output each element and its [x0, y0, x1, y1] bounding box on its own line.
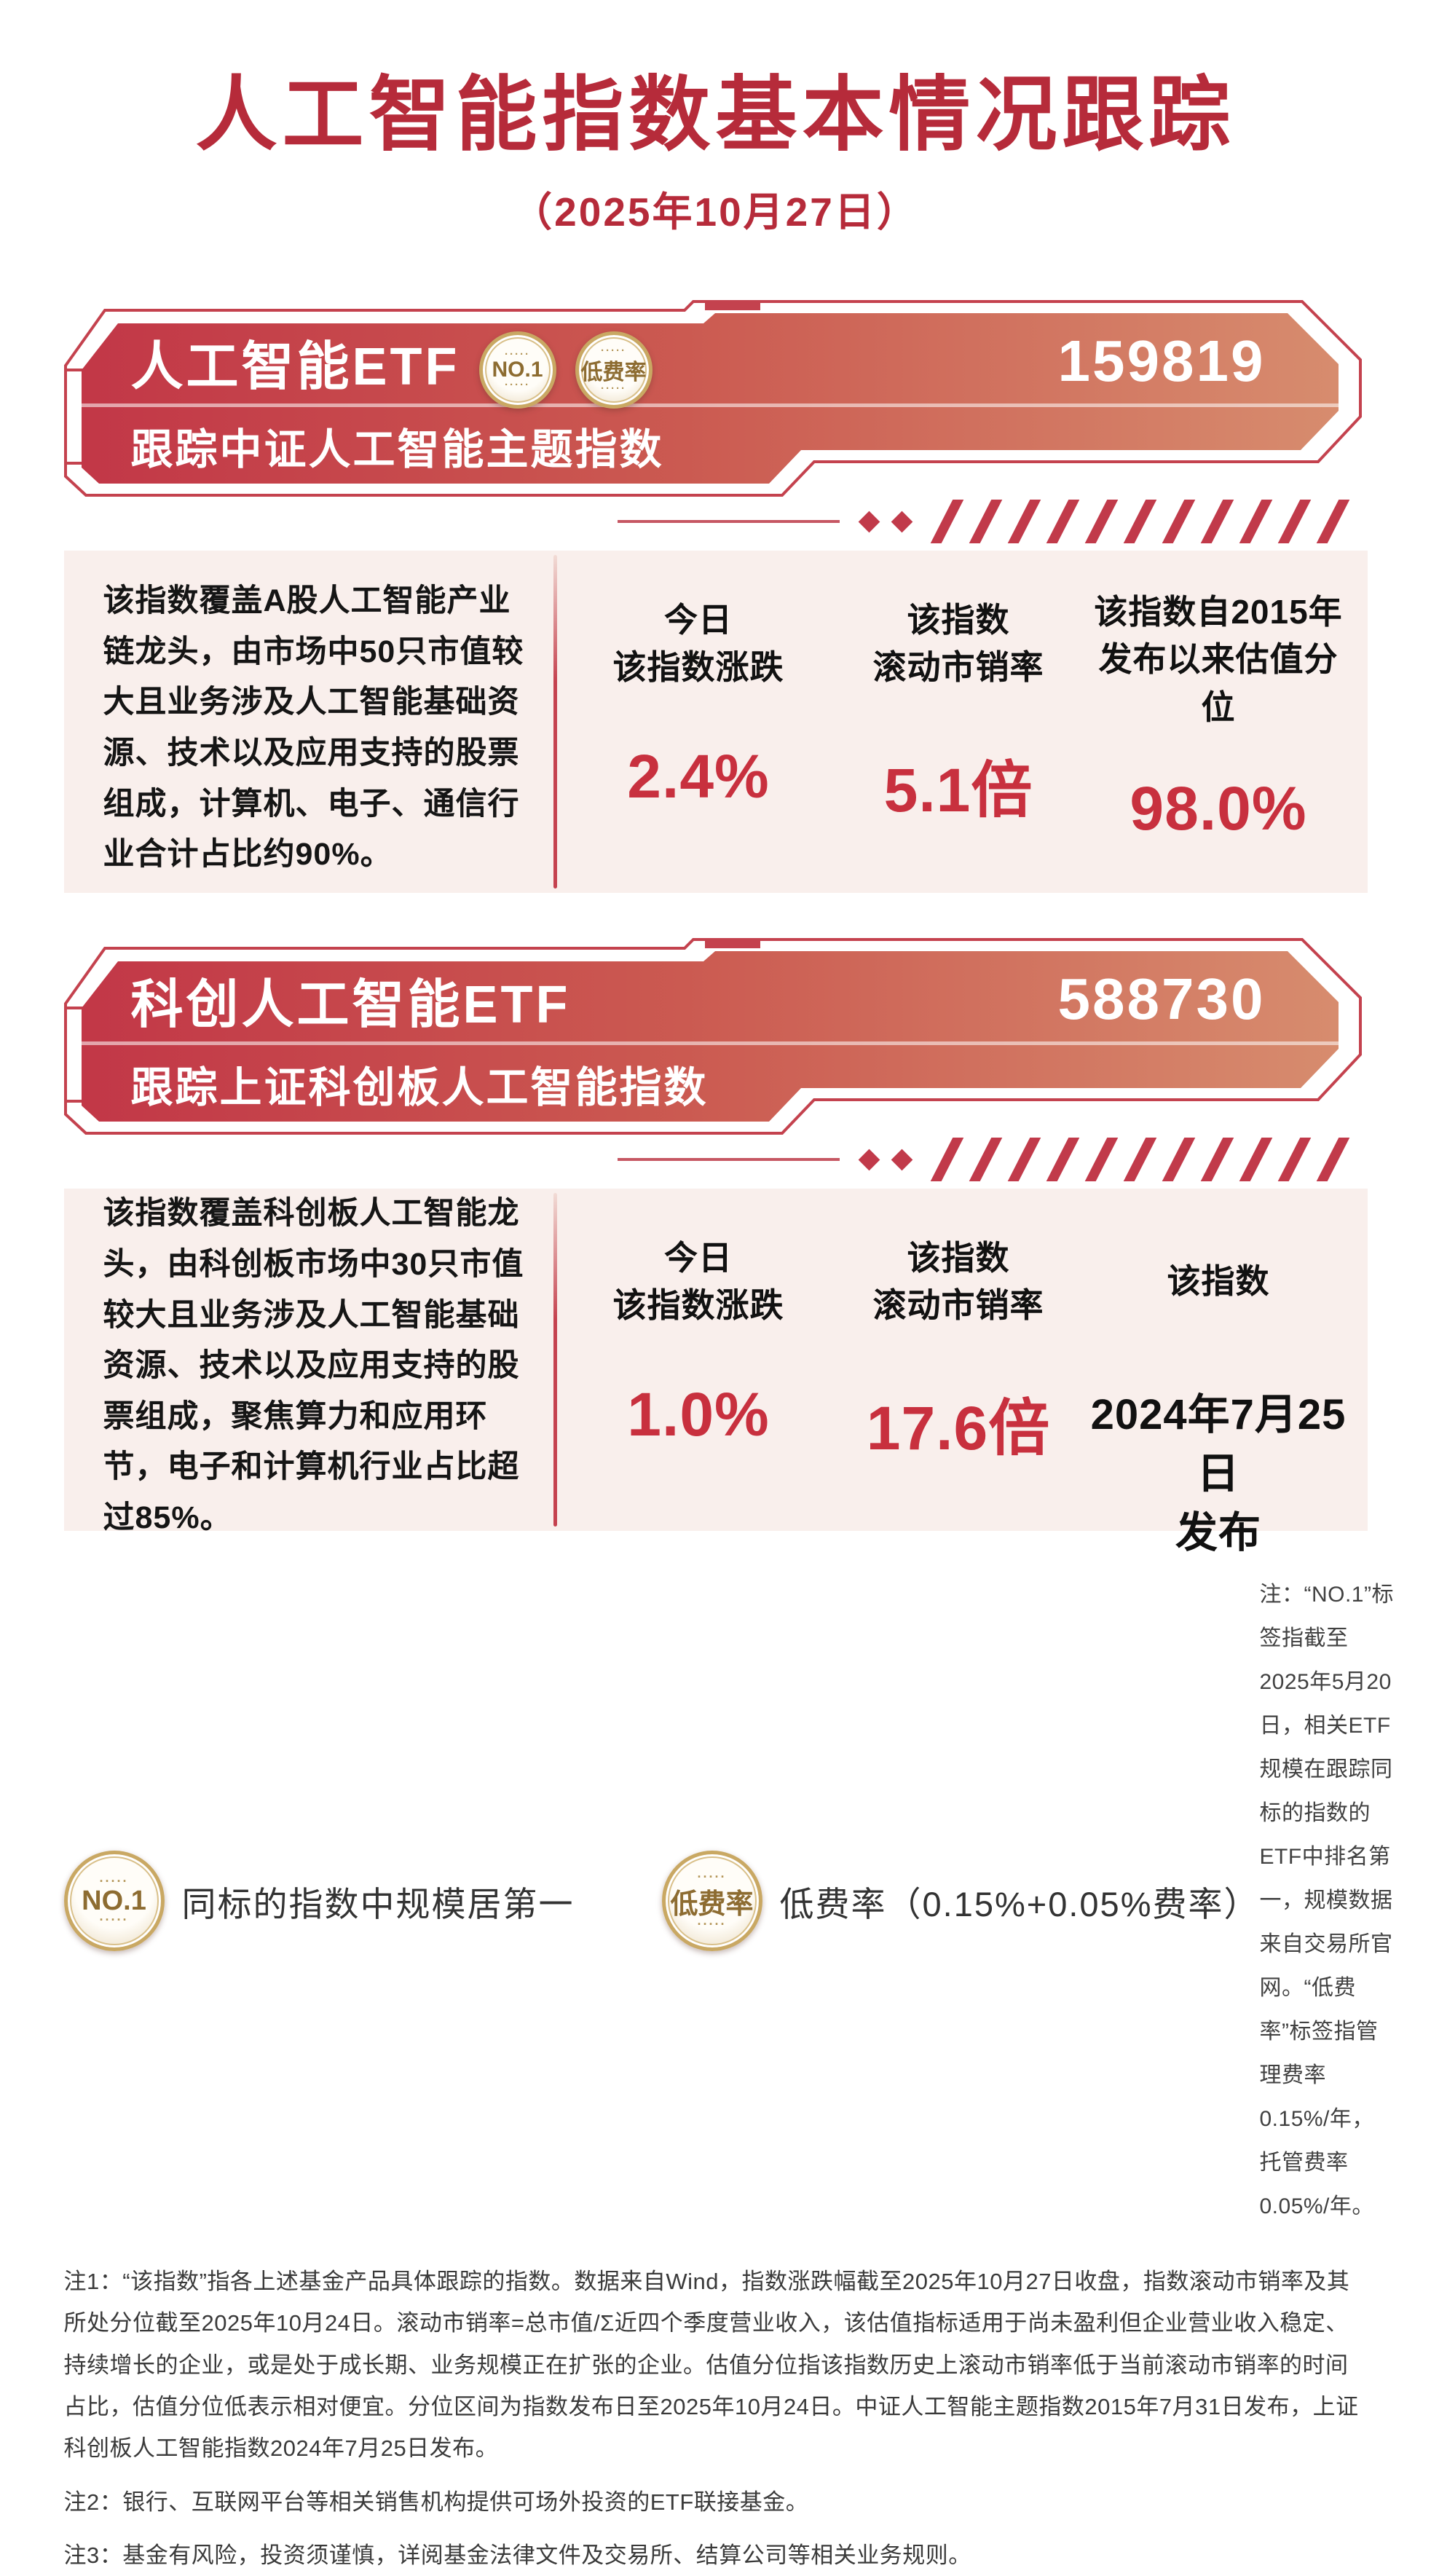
- etf-banner-159819: 人工智能ETF NO.1 低费率 159819 跟踪中证人工智能主题指数: [63, 300, 1368, 545]
- page-title: 人工智能指数基本情况跟踪: [195, 69, 1236, 160]
- stat-col: 今日 该指数涨跌 1.0%: [569, 1226, 829, 1563]
- stat-label: 该指数自2015年 发布以来估值分位: [1094, 593, 1343, 726]
- top-notch-dash: [704, 300, 760, 310]
- banner-body: [81, 313, 1339, 484]
- footnotes: 注1：“该指数”指各上述基金产品具体跟踪的指数。数据来自Wind，指数涨跌幅截至…: [64, 2261, 1368, 2576]
- stat-label: 该指数 滚动市销率: [872, 600, 1044, 686]
- etf-name: 科创人工智能ETF: [130, 975, 571, 1034]
- diamond-decoration: [858, 511, 880, 532]
- stat-col: 该指数 滚动市销率 5.1倍: [829, 588, 1089, 871]
- banner-shape-graphic: [63, 300, 1362, 497]
- vertical-divider: [553, 1193, 557, 1527]
- stat-col: 今日 该指数涨跌 2.4%: [569, 588, 829, 871]
- no1-badge-text: NO.1: [82, 1885, 146, 1916]
- etf-banner-588730: 科创人工智能ETF 588730 跟踪上证科创板人工智能指数: [63, 938, 1368, 1183]
- banner-shape-graphic: [63, 938, 1362, 1135]
- thin-line-decoration: [617, 520, 840, 523]
- stats-columns: 今日 该指数涨跌 2.4% 该指数 滚动市销率 5.1倍 该指数自2015年 发…: [557, 551, 1368, 893]
- footnote-3: 注3：基金有风险，投资须谨慎，详阅基金法律文件及交易所、结算公司等相关业务规则。: [63, 2542, 971, 2569]
- banner-outline-frame: [63, 938, 1362, 1135]
- slash-stripes-decoration: [930, 500, 1349, 543]
- etf-tracking-index: 跟踪上证科创板人工智能指数: [130, 1064, 709, 1111]
- stat-value: 17.6倍: [866, 1394, 1051, 1462]
- etf-code: 588730: [1057, 966, 1266, 1031]
- thin-line-decoration: [617, 1158, 840, 1161]
- banner-separator-line: [81, 403, 1339, 407]
- banner-outline-frame: [63, 300, 1362, 497]
- diamond-decoration: [891, 1149, 912, 1170]
- slash-stripes-decoration: [930, 1138, 1349, 1181]
- banner-separator-line: [81, 1041, 1339, 1045]
- banner-title-row: 人工智能ETF NO.1 低费率: [130, 319, 653, 409]
- footnote-2: 注2：银行、互联网平台等相关销售机构提供可场外投资的ETF联接基金。: [63, 2489, 809, 2515]
- no1-badge-icon: NO.1: [478, 331, 556, 409]
- low-fee-badge-text: 低费率: [580, 361, 647, 385]
- diamond-decoration: [891, 511, 912, 532]
- no1-badge-description: 同标的指数中规模居第一: [181, 1884, 575, 1923]
- low-fee-badge-icon: 低费率: [661, 1851, 762, 1951]
- banner-decoration: [617, 1136, 1349, 1183]
- stat-label: 该指数: [1167, 1262, 1270, 1301]
- badge-legend-note: 注：“NO.1”标签指截至2025年5月20日，相关ETF规模在跟踪同标的指数的…: [1259, 1583, 1394, 2218]
- diamond-decoration: [858, 1149, 880, 1170]
- etf-name: 人工智能ETF: [130, 337, 460, 396]
- stat-value: 1.0%: [627, 1380, 770, 1449]
- stat-value: 98.0%: [1130, 773, 1307, 843]
- page-date: （2025年10月27日）: [512, 189, 919, 235]
- low-fee-badge-text: 低费率: [670, 1888, 754, 1920]
- no1-badge-icon: NO.1: [63, 1851, 165, 1951]
- stat-value-release-date: 2024年7月25日 发布: [1090, 1391, 1347, 1557]
- stat-col: 该指数 滚动市销率 17.6倍: [829, 1226, 1089, 1563]
- top-notch-dash: [704, 938, 760, 948]
- poster-page: 人工智能指数基本情况跟踪 （2025年10月27日） 人工智能ETF NO.1 …: [0, 0, 1431, 1982]
- stats-columns: 今日 该指数涨跌 1.0% 该指数 滚动市销率 17.6倍 该指数 2024年7…: [557, 1189, 1368, 1557]
- banner-title-row: 科创人工智能ETF: [131, 957, 571, 1041]
- footnote-1: 注1：“该指数”指各上述基金产品具体跟踪的指数。数据来自Wind，指数涨跌幅截至…: [63, 2269, 1359, 2462]
- etf-code: 159819: [1057, 328, 1266, 393]
- etf-tracking-index: 跟踪中证人工智能主题指数: [130, 426, 664, 473]
- banner-decoration: [617, 498, 1349, 545]
- stat-label: 该指数 滚动市销率: [872, 1238, 1044, 1324]
- stat-value: 2.4%: [627, 742, 770, 811]
- stat-col: 该指数 2024年7月25日 发布: [1089, 1226, 1349, 1563]
- stat-label: 今日 该指数涨跌: [612, 600, 784, 686]
- low-fee-badge-description: 低费率（0.15%+0.05%费率）: [779, 1884, 1260, 1923]
- low-fee-badge-icon: 低费率: [575, 331, 653, 409]
- stat-value: 5.1倍: [883, 756, 1033, 824]
- banner-body: [81, 951, 1339, 1122]
- index-description: 该指数覆盖科创板人工智能龙头，由科创板市场中30只市值较大且业务涉及人工智能基础…: [103, 1196, 524, 1536]
- badge-legend-row: NO.1 同标的指数中规模居第一 低费率 低费率（0.15%+0.05%费率） …: [63, 1573, 1393, 2229]
- stat-label: 今日 该指数涨跌: [612, 1238, 784, 1324]
- stat-col: 该指数自2015年 发布以来估值分位 98.0%: [1089, 588, 1349, 871]
- no1-badge-text: NO.1: [492, 358, 543, 382]
- etf-159819-stats-panel: 该指数覆盖A股人工智能产业链龙头，由市场中50只市值较大且业务涉及人工智能基础资…: [63, 551, 1368, 893]
- etf-588730-stats-panel: 该指数覆盖科创板人工智能龙头，由科创板市场中30只市值较大且业务涉及人工智能基础…: [63, 1189, 1368, 1557]
- vertical-divider: [553, 555, 557, 889]
- index-description: 该指数覆盖A股人工智能产业链龙头，由市场中50只市值较大且业务涉及人工智能基础资…: [103, 583, 524, 873]
- header: 人工智能指数基本情况跟踪 （2025年10月27日）: [0, 0, 1431, 237]
